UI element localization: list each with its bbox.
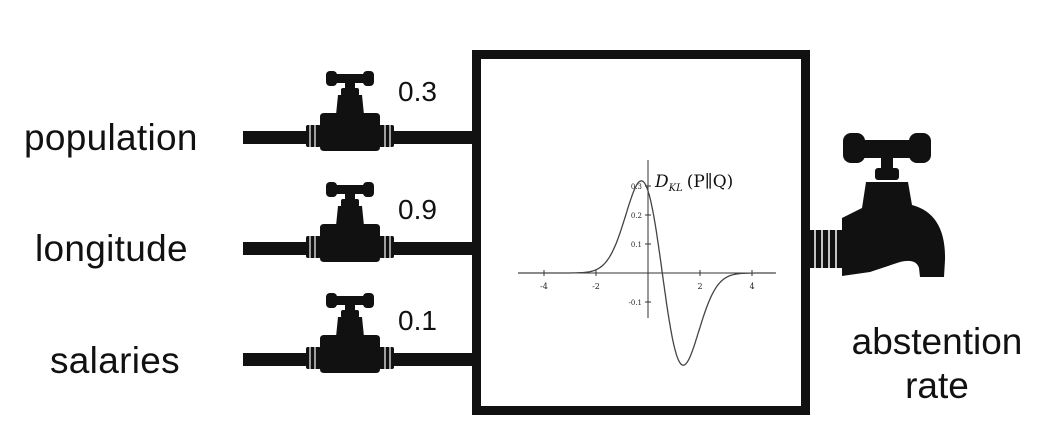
x-tick-label: 2 xyxy=(697,282,702,291)
x-tick-label: 4 xyxy=(749,282,754,291)
input-label-longitude: longitude xyxy=(35,228,188,269)
input-label-population: population xyxy=(24,117,198,158)
output-label: abstention rate xyxy=(832,320,1042,408)
y-tick-label: 0.3 xyxy=(631,183,642,191)
valve-value-population: 0.3 xyxy=(398,76,437,107)
x-tick-label: -2 xyxy=(592,282,600,291)
water-tap-icon xyxy=(808,133,946,277)
valve-value-salaries: 0.1 xyxy=(398,305,437,336)
y-tick-label: 0.1 xyxy=(631,241,642,249)
y-tick-label: 0.2 xyxy=(631,212,642,220)
faucet-valve-icon xyxy=(305,292,395,374)
input-label-salaries: salaries xyxy=(50,340,180,381)
valve-value-longitude: 0.9 xyxy=(398,194,437,225)
kl-curve xyxy=(518,180,776,366)
plot-formula: DKL (P∥Q) xyxy=(654,172,733,194)
output-label-line1: abstention xyxy=(851,321,1023,362)
faucet-valve-icon xyxy=(305,181,395,263)
faucet-valve-icon xyxy=(305,70,395,152)
output-label-line2: rate xyxy=(905,365,969,406)
y-tick-label: -0.1 xyxy=(629,299,643,307)
kl-divergence-plot: -4 -2 2 4 0.3 0.2 0.1 -0.1 DKL (P∥Q) xyxy=(518,160,776,366)
x-tick-label: -4 xyxy=(540,282,548,291)
model-box xyxy=(472,50,810,415)
